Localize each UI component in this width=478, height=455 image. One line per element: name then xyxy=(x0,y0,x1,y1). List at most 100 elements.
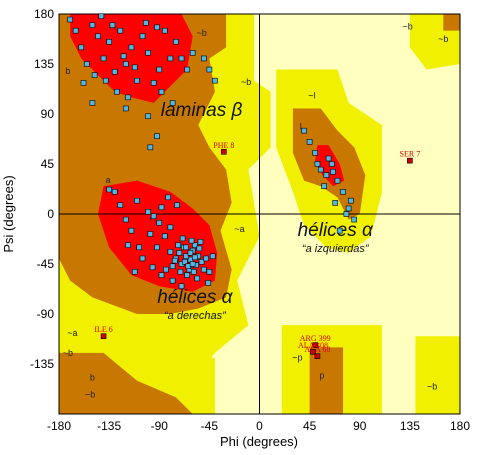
residue-point xyxy=(317,166,324,173)
y-tick-labels: 180 135 90 45 0 -45 -90 -135 xyxy=(30,7,54,371)
residue-point xyxy=(156,66,163,73)
residue-point xyxy=(348,197,354,204)
residue-point xyxy=(206,66,213,73)
x-tick-labels: -180 -135 -90 -45 0 45 90 135 180 xyxy=(47,419,470,433)
residue-point xyxy=(306,138,313,145)
residue-point xyxy=(139,33,146,40)
region-letter: ~l xyxy=(308,90,315,100)
residue-point xyxy=(149,264,156,271)
x-tick-label: 90 xyxy=(353,419,367,433)
residue-point xyxy=(167,55,174,62)
region-letter: ~b xyxy=(241,77,251,87)
residue-point xyxy=(182,258,188,265)
residue-point xyxy=(72,27,79,34)
residue-point xyxy=(162,233,168,240)
residue-point xyxy=(84,61,90,67)
residue-point xyxy=(145,208,151,215)
residue-point xyxy=(147,231,154,237)
residue-point xyxy=(80,80,87,86)
residue-point xyxy=(329,161,335,167)
y-tick-label: 90 xyxy=(41,107,55,121)
residue-point xyxy=(102,77,109,84)
residue-point xyxy=(98,13,105,20)
residue-point xyxy=(321,183,327,190)
residue-point xyxy=(125,94,131,101)
annotation-title: hélices α xyxy=(298,220,374,241)
residue-point xyxy=(189,50,196,56)
residue-point xyxy=(131,64,138,71)
outlier-label: PHE 8 xyxy=(213,141,234,150)
residue-point xyxy=(163,266,169,273)
residue-point xyxy=(192,254,198,261)
residue-point xyxy=(345,205,352,212)
x-tick-label: 0 xyxy=(256,419,263,433)
residue-point xyxy=(167,248,174,255)
region-letter: b xyxy=(90,373,95,383)
region-letter: l xyxy=(300,122,302,132)
x-tick-label: -180 xyxy=(47,419,71,433)
x-tick-label: -135 xyxy=(97,419,121,433)
outlier-point xyxy=(314,353,321,360)
residue-point xyxy=(189,261,196,267)
residue-point xyxy=(334,177,341,184)
outlier-point xyxy=(100,333,107,340)
residue-point xyxy=(143,20,149,26)
y-tick-label: 45 xyxy=(41,157,55,171)
plot-frame xyxy=(58,13,461,415)
residue-point xyxy=(167,224,174,231)
y-tick-label: -45 xyxy=(37,257,55,271)
residue-point xyxy=(123,216,129,223)
residue-point xyxy=(128,44,135,51)
allowed-region-bottom-middle xyxy=(309,347,344,414)
residue-point xyxy=(78,44,85,51)
residue-point xyxy=(173,38,179,45)
annotation-title: láminas β xyxy=(161,100,243,121)
residue-point xyxy=(158,88,165,95)
residue-point xyxy=(203,255,209,262)
residue-point xyxy=(169,100,176,106)
residue-point xyxy=(120,53,127,60)
residue-point xyxy=(111,68,118,75)
residue-point xyxy=(198,258,205,265)
region-letter: ~b xyxy=(63,348,73,358)
residue-point xyxy=(89,100,96,106)
outlier-point xyxy=(310,348,316,355)
region-letter: ~b xyxy=(403,22,413,32)
residue-point xyxy=(136,244,142,251)
residue-point xyxy=(123,61,129,67)
allowed-region-bottom-left xyxy=(59,352,193,414)
outlier-point xyxy=(221,148,227,155)
region-background xyxy=(59,14,460,414)
allowed-region-top-right xyxy=(443,14,460,31)
residue-point xyxy=(154,244,160,251)
residue-point xyxy=(145,113,151,120)
x-tick-label: 45 xyxy=(303,419,317,433)
generous-region-bottom-right xyxy=(415,336,460,414)
residue-point xyxy=(330,168,336,175)
residue-point xyxy=(131,268,138,275)
region-annotation-group: láminas β hélices α “a izquierdas” hélices … xyxy=(157,100,374,322)
residue-point xyxy=(95,33,101,40)
residue-points-group xyxy=(67,13,357,290)
y-tick-label: 135 xyxy=(34,57,54,71)
residue-point xyxy=(325,155,332,162)
residue-point xyxy=(67,16,73,23)
residue-point xyxy=(197,238,204,245)
region-letter: ~a xyxy=(234,224,244,234)
residue-point xyxy=(154,133,160,140)
residue-point xyxy=(178,283,185,290)
region-letter: ~b xyxy=(85,389,95,399)
residue-point xyxy=(134,197,140,204)
annotation-subtitle: “a derechas” xyxy=(164,310,227,322)
outlier-label: ARG 399 xyxy=(300,334,331,343)
residue-point xyxy=(336,227,343,234)
residue-point xyxy=(177,268,184,275)
residue-point xyxy=(106,186,112,193)
residue-point xyxy=(340,188,346,195)
residue-point xyxy=(169,277,176,284)
residue-point xyxy=(150,213,157,220)
residue-point xyxy=(206,268,213,275)
y-tick-label: 180 xyxy=(34,7,54,21)
residue-point xyxy=(139,255,146,262)
